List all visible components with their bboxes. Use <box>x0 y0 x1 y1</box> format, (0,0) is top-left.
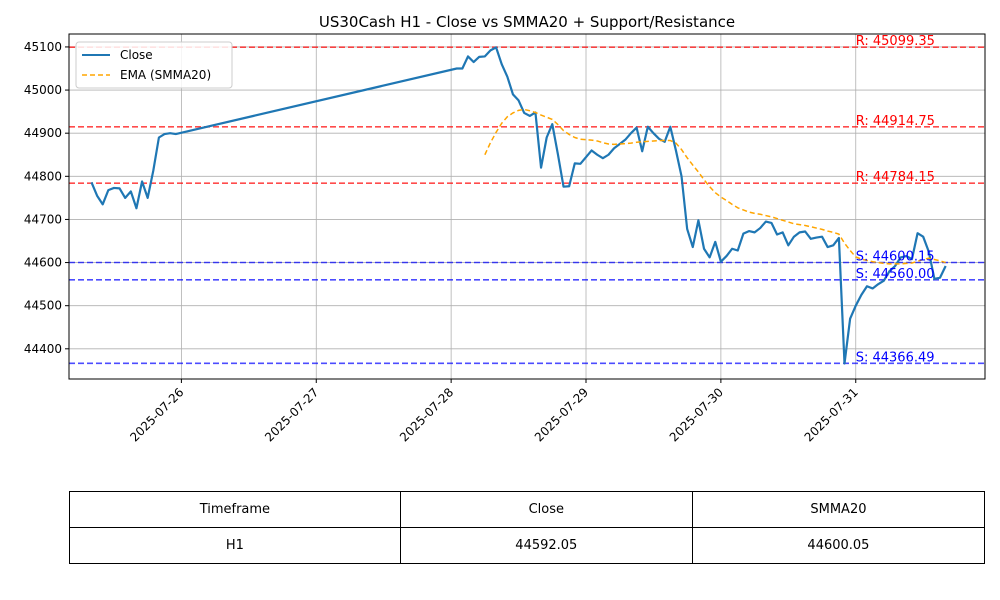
x-tick-label: 2025-07-30 <box>667 385 726 444</box>
y-tick-label: 44900 <box>24 126 62 140</box>
axes: 44400 44500 44600 44700 44800 44900 45000 45100… <box>24 40 861 445</box>
legend: Close EMA (SMMA20) <box>75 41 233 89</box>
grid <box>69 34 985 379</box>
hline-labels: R: 45099.35 R: 44914.75 R: 44784.15 S: 4460… <box>856 34 935 365</box>
series-line-1 <box>484 108 946 265</box>
x-tick-label: 2025-07-29 <box>532 385 591 444</box>
summary-table: Timeframe Close SMMA20 H1 44592.05 44600… <box>69 491 986 564</box>
series-line-0 <box>90 46 947 365</box>
y-tick-label: 44600 <box>24 256 62 270</box>
hline-label-5: S: 44366.49 <box>856 350 935 365</box>
y-tick-label: 44700 <box>24 212 62 226</box>
legend-box <box>75 41 233 89</box>
y-tick-label: 45100 <box>24 40 62 54</box>
plot-frame <box>68 33 986 380</box>
table-cell: H1 <box>69 527 401 564</box>
hline-label-2: R: 44784.15 <box>856 170 935 185</box>
hline-label-4: S: 44560.00 <box>856 267 935 282</box>
hline-label-3: S: 44600.15 <box>856 249 935 264</box>
series <box>90 46 947 365</box>
x-tick-label: 2025-07-26 <box>127 385 186 444</box>
table-header-cell: SMMA20 <box>691 491 986 528</box>
y-tick-label: 44800 <box>24 169 62 183</box>
table-header-row: Timeframe Close SMMA20 <box>69 491 986 528</box>
table-row: H1 44592.05 44600.05 <box>69 527 986 564</box>
hline-label-1: R: 44914.75 <box>856 114 935 129</box>
x-tick-label: 2025-07-31 <box>802 385 861 444</box>
hline-label-0: R: 45099.35 <box>856 34 935 49</box>
table-cell: 44600.05 <box>691 527 986 564</box>
y-tick-label: 45000 <box>24 83 62 97</box>
y-tick-label: 44500 <box>24 299 62 313</box>
table-cell: 44592.05 <box>399 527 693 564</box>
support-resistance-lines <box>69 46 985 365</box>
chart-title: US30Cash H1 - Close vs SMMA20 + Support/… <box>319 13 735 31</box>
legend-close-label: Close <box>120 48 153 62</box>
x-tick-label: 2025-07-28 <box>397 385 456 444</box>
table-header-cell: Timeframe <box>69 491 401 528</box>
x-tick-label: 2025-07-27 <box>262 385 321 444</box>
table-header-cell: Close <box>399 491 693 528</box>
y-tick-label: 44400 <box>24 342 62 356</box>
legend-smma-label: EMA (SMMA20) <box>120 68 211 82</box>
